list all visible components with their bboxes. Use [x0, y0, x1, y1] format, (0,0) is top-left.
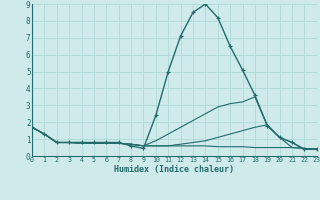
X-axis label: Humidex (Indice chaleur): Humidex (Indice chaleur) — [115, 165, 234, 174]
